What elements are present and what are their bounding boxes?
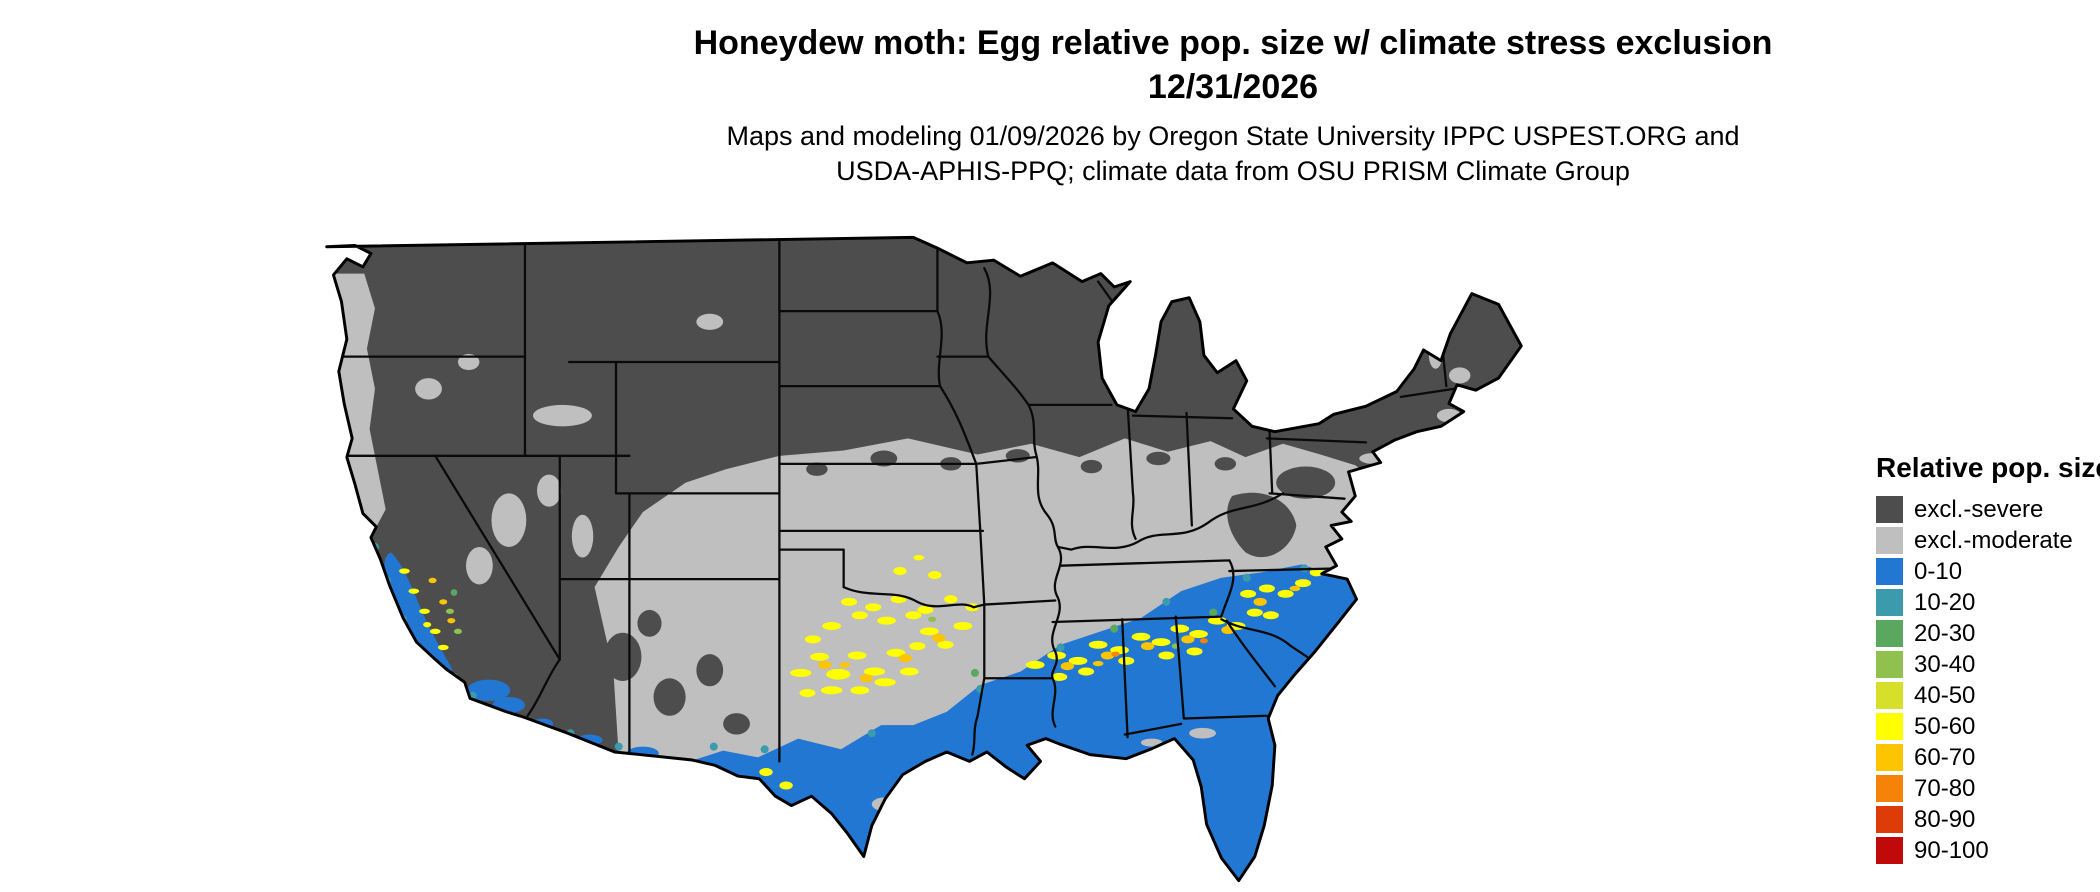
legend-swatch [1876,589,1903,616]
excluded-severe-patches [603,449,1336,735]
legend-item: 50-60 [1876,711,2100,742]
legend-item: excl.-severe [1876,494,2100,525]
legend-label: 50-60 [1914,712,1976,740]
legend-label: 30-40 [1914,650,1976,678]
legend-swatch [1876,775,1903,802]
pop-60-70-specks [428,577,1301,683]
legend-swatch [1876,558,1903,585]
us-map-svg [325,235,1523,883]
legend-item: 10-20 [1876,587,2100,618]
legend-item: 0-10 [1876,556,2100,587]
legend-swatch [1876,806,1903,833]
legend-label: 90-100 [1914,836,1989,864]
title-line-2: 12/31/2026 [1147,67,1319,106]
legend-item: 80-90 [1876,804,2100,835]
header: Honeydew moth: Egg relative pop. size w/… [363,22,2100,189]
legend-swatch [1876,496,1903,523]
legend-item: 20-30 [1876,618,2100,649]
legend-label: 80-90 [1914,805,1976,833]
legend-title: Relative pop. size [1876,452,2100,483]
legend-label: excl.-moderate [1914,526,2073,554]
legend-label: 70-80 [1914,774,1976,802]
figure-subtitle: Maps and modeling 01/09/2026 by Oregon S… [363,119,2100,189]
legend-swatch [1876,713,1903,740]
legend-label: 60-70 [1914,743,1976,771]
legend-label: excl.-severe [1914,495,2044,523]
legend-swatch [1876,527,1903,554]
legend-swatch [1876,682,1903,709]
map-regions [326,237,1522,881]
subtitle-line-2: USDA-APHIS-PPQ; climate data from OSU PR… [836,156,1630,187]
legend-swatch [1876,620,1903,647]
figure-title: Honeydew moth: Egg relative pop. size w/… [363,22,2100,109]
legend-item: 70-80 [1876,773,2100,804]
us-map [308,228,1528,890]
legend-item: excl.-moderate [1876,525,2100,556]
pop-20-40-specks [445,589,1218,677]
legend-swatch [1876,837,1903,864]
legend-swatch [1876,651,1903,678]
legend-item: 30-40 [1876,649,2100,680]
subtitle-line-1: Maps and modeling 01/09/2026 by Oregon S… [726,121,1740,152]
legend-item: 40-50 [1876,680,2100,711]
legend-item: 90-100 [1876,835,2100,866]
legend-swatch [1876,744,1903,771]
legend-item: 60-70 [1876,742,2100,773]
legend: Relative pop. size excl.-severe excl.-mo… [1876,452,2100,866]
legend-label: 10-20 [1914,588,1976,616]
legend-label: 20-30 [1914,619,1976,647]
state-borders [339,237,1456,763]
pop-50-60-specks [399,554,1324,790]
pop-70-80-specks [1111,638,1208,657]
coastline-outline [325,235,1523,883]
legend-label: 0-10 [1914,557,1963,585]
title-line-1: Honeydew moth: Egg relative pop. size w/… [693,24,1773,62]
legend-label: 40-50 [1914,681,1976,709]
